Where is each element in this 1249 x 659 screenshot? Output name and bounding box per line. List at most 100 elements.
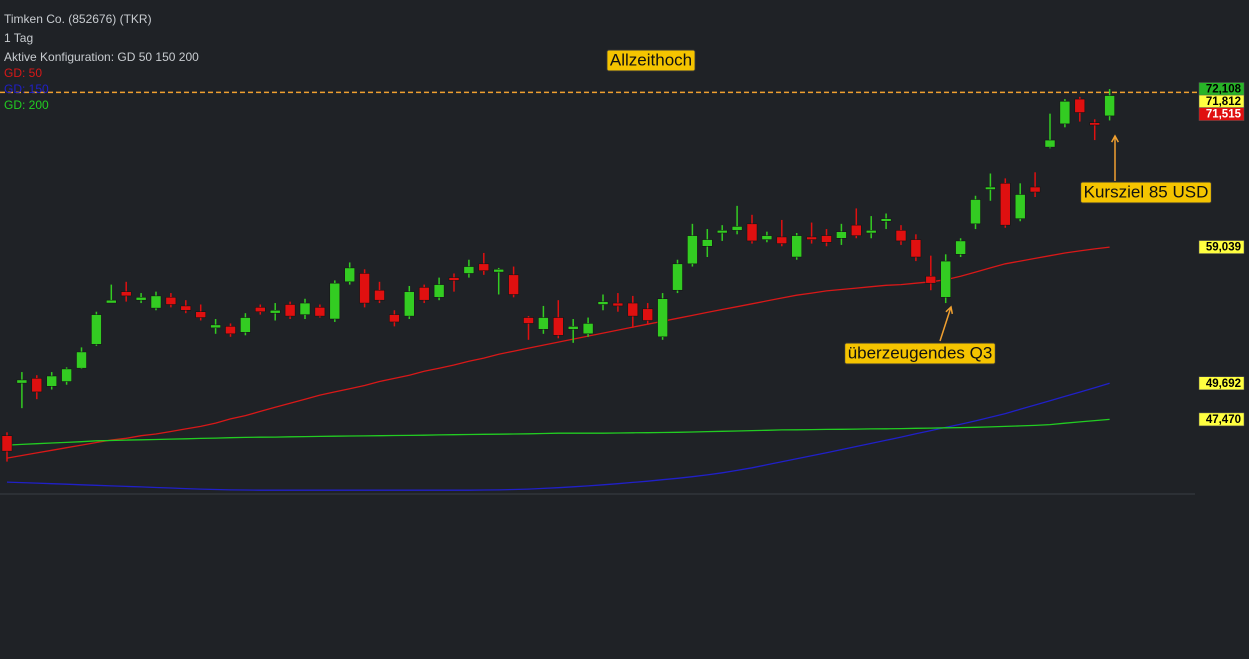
marker-label: 72,108 [1206, 84, 1242, 96]
ma-line [6, 418, 1110, 446]
candle-body [925, 275, 937, 284]
candle-body [269, 310, 281, 314]
ma-line [6, 382, 1110, 491]
candle-body [880, 218, 892, 222]
legend-entry: GD: 200 [4, 98, 49, 112]
candle-body [433, 284, 445, 298]
candle-body [538, 317, 549, 330]
candle-body [553, 317, 564, 336]
marker-label: 49,692 [1206, 378, 1241, 390]
candle-body [627, 302, 639, 317]
legend: Timken Co. (852676) (TKR) 1 Tag Aktive K… [4, 12, 199, 112]
annotation-box [606, 49, 696, 72]
candle-body [329, 282, 341, 320]
candle-body [895, 230, 907, 242]
candle-body [687, 235, 698, 265]
marker-box [1198, 240, 1245, 254]
candle-body [508, 274, 519, 295]
candle-body [865, 230, 877, 234]
candle-body [702, 239, 713, 247]
candle-body [1000, 183, 1011, 226]
marker-box [1198, 376, 1245, 390]
candle-body [374, 289, 385, 301]
candle-body [851, 224, 862, 236]
marker-label: 71,812 [1206, 96, 1241, 108]
candle-body [135, 297, 147, 301]
annotations: Allzeithoch Kursziel 85 USD überzeugendes … [606, 49, 1212, 365]
legend-entry: GD: 150 [4, 82, 49, 96]
candle-body [940, 260, 951, 298]
chart-caption: Aktive Konfiguration: GD 50 150 200 [4, 50, 199, 64]
candle-body [657, 298, 668, 338]
candle-body [1104, 95, 1115, 117]
candle-body [299, 302, 311, 315]
candle-body [165, 297, 177, 305]
candle-body [523, 317, 534, 324]
annotation-text: Kursziel 85 USD [1084, 182, 1209, 201]
candle-body [970, 199, 981, 225]
candles [1, 89, 1115, 462]
candle-body [359, 273, 370, 304]
candle-body [240, 317, 251, 333]
candle-body [76, 351, 87, 369]
marker-label: 59,039 [1206, 242, 1241, 254]
candle-body [31, 378, 43, 393]
candle-body [91, 314, 102, 345]
annotation-box [844, 342, 996, 365]
chart-title: Timken Co. (852676) (TKR) [4, 12, 152, 26]
candle-body [106, 299, 117, 304]
candle-body [284, 304, 296, 317]
candle-body [46, 375, 57, 387]
marker-box [1198, 107, 1245, 121]
candle-body [776, 236, 788, 244]
chart-subtitle: 1 Tag [4, 31, 33, 45]
candle-body [255, 307, 266, 312]
annotation-arrow [939, 306, 952, 342]
candle-body [389, 314, 400, 323]
candle-body [16, 379, 28, 384]
candle-body [493, 269, 504, 273]
candle-body [463, 266, 475, 274]
candle-body [1014, 194, 1026, 219]
candle-body [791, 235, 802, 258]
candle-body [150, 295, 162, 309]
candle-body [806, 236, 817, 240]
candle-body [612, 302, 624, 307]
candle-body [1029, 186, 1041, 193]
annotation-text: Allzeithoch [610, 50, 692, 69]
candle-body [61, 368, 72, 382]
candle-body [448, 277, 460, 281]
candle-body [344, 267, 355, 283]
candle-body [597, 301, 609, 305]
candle-body [404, 291, 415, 317]
candle-body [582, 323, 594, 335]
candle-body [985, 186, 996, 190]
candle-body [746, 223, 758, 242]
candle-body [716, 230, 728, 234]
candle-body [731, 226, 743, 231]
candle-body [642, 308, 653, 321]
candle-body [1074, 98, 1086, 113]
marker-box [1198, 412, 1245, 427]
marker-label: 71,515 [1206, 109, 1242, 121]
annotation-box [1080, 181, 1212, 204]
candle-body [761, 235, 773, 240]
candle-body [672, 263, 683, 291]
candle-body [955, 240, 966, 255]
annotation-arrowhead [1110, 134, 1120, 143]
candle-body [120, 291, 132, 297]
candle-body [418, 287, 430, 301]
annotation-text: überzeugendes Q3 [848, 343, 993, 362]
candle-body [225, 326, 236, 335]
candle-body [1059, 101, 1071, 125]
candle-body [910, 239, 922, 258]
candle-body [1044, 139, 1056, 148]
candle-body [821, 235, 832, 243]
candle-body [836, 231, 847, 239]
annotation-arrowhead [945, 305, 954, 315]
legend-entry: GD: 50 [4, 66, 42, 80]
candle-body [210, 324, 221, 329]
